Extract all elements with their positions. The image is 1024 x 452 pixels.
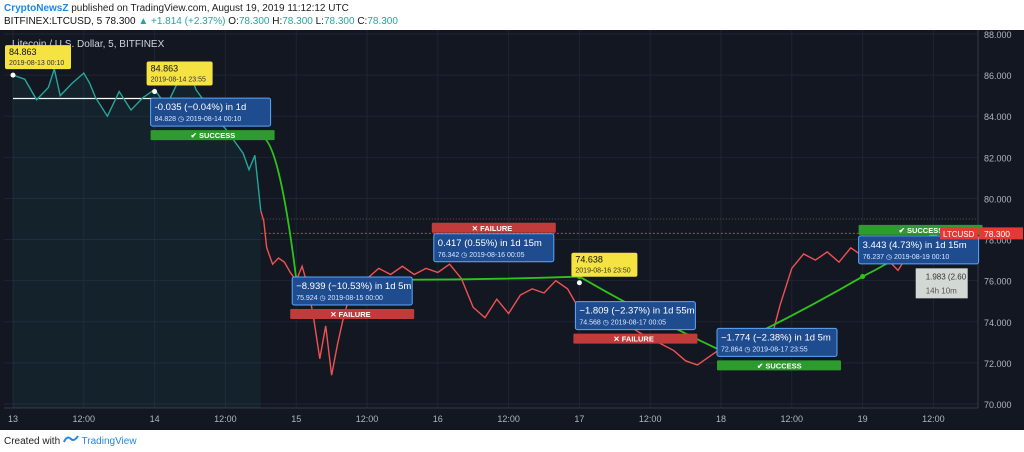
prediction-price-date: 74.568 ◷ 2019-08-17 00:05 (579, 320, 666, 327)
x-tick-label: 15 (291, 414, 301, 424)
price-tag-symbol: LTCUSD (943, 230, 975, 239)
price-marker-box (146, 61, 213, 86)
x-tick-label: 17 (574, 414, 584, 424)
prediction-status-text: ✔ SUCCESS (757, 361, 802, 370)
tradingview-brand[interactable]: TradingView (81, 436, 137, 447)
x-tick-label: 12:00 (497, 414, 520, 424)
prediction-status-text: ✕ FAILURE (472, 224, 512, 233)
symbol-label: BITFINEX:LTCUSD, 5 (4, 16, 103, 27)
price-series-line (260, 210, 958, 376)
prediction-box (291, 276, 413, 306)
y-tick-label: 76.000 (984, 277, 1012, 287)
prediction-price-date: 76.342 ◷ 2019-08-16 00:05 (438, 252, 525, 259)
x-tick-label: 12:00 (781, 414, 804, 424)
price-marker-box (5, 45, 71, 70)
prediction-status-badge (150, 130, 275, 141)
x-tick-label: 12:00 (214, 414, 237, 424)
y-tick-label: 88.000 (984, 30, 1012, 40)
measure-tooltip-value: 1.983 (2.60 (926, 272, 967, 281)
price-marker-date: 2019-08-14 23:55 (151, 77, 206, 84)
prediction-price-date: 76.237 ◷ 2019-08-19 00:10 (863, 254, 950, 261)
prediction-change: −1.809 (−2.37%) in 1d 55m (579, 306, 694, 317)
price-marker-dot (10, 72, 16, 78)
x-tick-label: 18 (716, 414, 726, 424)
publish-date-text: published on TradingView.com, August 19,… (71, 3, 349, 14)
price-marker-value: 84.863 (9, 47, 37, 57)
x-tick-label: 16 (433, 414, 443, 424)
ohlc-bar: BITFINEX:LTCUSD, 5 78.300 ▲ +1.814 (+2.3… (4, 16, 398, 27)
y-tick-label: 70.000 (984, 400, 1012, 410)
prediction-status-text: ✔ SUCCESS (191, 131, 236, 140)
prediction-status-text: ✕ FAILURE (330, 310, 370, 319)
prediction-change: -0.035 (−0.04%) in 1d (155, 102, 247, 113)
prediction-change: −1.774 (−2.38%) in 1d 5m (721, 332, 831, 343)
price-marker-dot (152, 89, 158, 95)
prediction-change: 0.417 (0.55%) in 1d 15m (438, 238, 542, 249)
y-tick-label: 82.000 (984, 153, 1012, 163)
prediction-change: −8.939 (−10.53%) in 1d 5m (296, 281, 411, 292)
price-tag-symbol-box (940, 227, 978, 240)
price-tag-value-box (979, 227, 1023, 240)
price-change: ▲ +1.814 (+2.37%) (138, 16, 226, 27)
publisher-name[interactable]: CryptoNewsZ (4, 3, 69, 14)
price-marker-value: 84.863 (151, 64, 179, 74)
x-tick-label: 12:00 (922, 414, 945, 424)
prediction-status-badge (290, 308, 415, 319)
y-tick-label: 72.000 (984, 359, 1012, 369)
prediction-price-date: 84.828 ◷ 2019-08-14 00:10 (155, 116, 242, 123)
price-marker-box (571, 252, 638, 277)
x-tick-label: 12:00 (356, 414, 379, 424)
open-value: 78.300 (238, 16, 270, 27)
prediction-box (716, 327, 838, 357)
close-value: 78.300 (367, 16, 398, 27)
prediction-status-text: ✔ SUCCESS (899, 226, 944, 235)
footer: Created with TradingView (4, 434, 137, 447)
y-tick-label: 80.000 (984, 194, 1012, 204)
measure-tooltip-duration: 14h 10m (926, 286, 957, 295)
created-with-text: Created with (4, 436, 61, 447)
measure-tooltip-box (915, 268, 968, 299)
prediction-box (433, 233, 555, 263)
price-area-fill (13, 68, 261, 408)
prediction-price-date: 72.864 ◷ 2019-08-17 23:55 (721, 346, 808, 353)
prediction-change: 3.443 (4.73%) in 1d 15m (863, 240, 967, 251)
prediction-box (858, 235, 980, 265)
high-value: 78.300 (282, 16, 313, 27)
x-tick-label: 14 (150, 414, 160, 424)
price-marker-date: 2019-08-16 23:50 (575, 268, 630, 275)
y-tick-label: 74.000 (984, 318, 1012, 328)
prediction-status-text: ✕ FAILURE (613, 335, 653, 344)
x-tick-label: 12:00 (639, 414, 662, 424)
open-label: O: (228, 16, 239, 27)
prediction-box (150, 97, 272, 127)
price-chart[interactable]: Litecoin / U.S. Dollar, 5, BITFINEX 70.00… (0, 30, 1024, 430)
prediction-status-badge (717, 360, 841, 371)
prediction-price-date: 75.924 ◷ 2019-08-15 00:00 (296, 295, 383, 302)
x-tick-label: 12:00 (73, 414, 96, 424)
low-value: 78.300 (323, 16, 355, 27)
tradingview-logo-icon (63, 435, 82, 447)
price-marker-date: 2019-08-13 00:10 (9, 60, 64, 67)
low-label: L: (315, 16, 324, 27)
x-tick-label: 13 (8, 414, 18, 424)
price-marker-value: 74.638 (575, 255, 603, 265)
high-label: H: (272, 16, 283, 27)
prediction-box (574, 301, 696, 331)
price-marker-dot (576, 280, 582, 286)
chart-title: Litecoin / U.S. Dollar, 5, BITFINEX (12, 39, 165, 50)
prediction-status-badge (431, 222, 556, 233)
y-tick-label: 78.000 (984, 236, 1012, 246)
price-tag-value: 78.300 (984, 229, 1010, 239)
close-label: C: (357, 16, 368, 27)
x-tick-label: 19 (858, 414, 868, 424)
prediction-status-badge (573, 333, 698, 344)
y-tick-label: 84.000 (984, 112, 1012, 122)
publish-info: CryptoNewsZ published on TradingView.com… (4, 3, 349, 14)
y-tick-label: 86.000 (984, 71, 1012, 81)
arrow-head (860, 274, 866, 280)
last-price: 78.300 (104, 16, 136, 27)
